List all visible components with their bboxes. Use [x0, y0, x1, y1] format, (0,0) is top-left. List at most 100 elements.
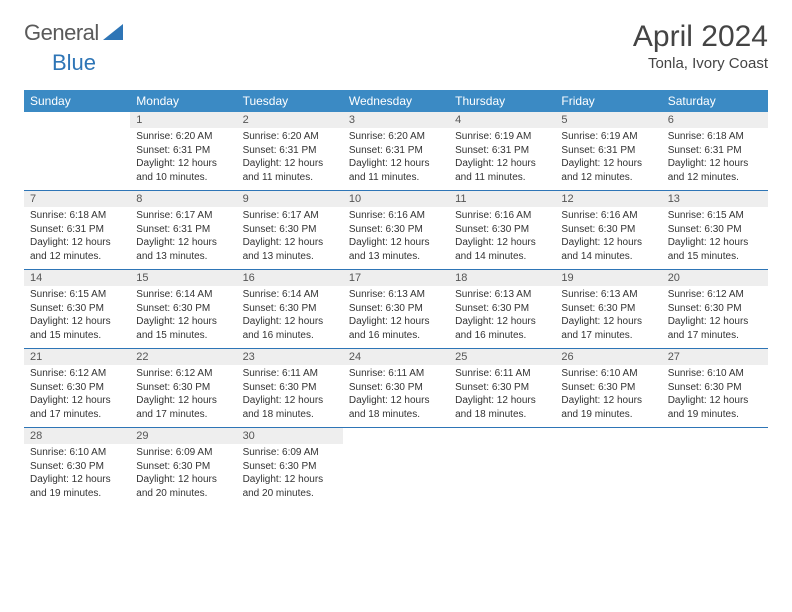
calendar-cell: 25Sunrise: 6:11 AMSunset: 6:30 PMDayligh…	[449, 349, 555, 428]
month-title: April 2024	[633, 20, 768, 53]
day-details: Sunrise: 6:18 AMSunset: 6:31 PMDaylight:…	[24, 207, 130, 267]
day-details: Sunrise: 6:09 AMSunset: 6:30 PMDaylight:…	[130, 444, 236, 504]
calendar-body: .1Sunrise: 6:20 AMSunset: 6:31 PMDayligh…	[24, 112, 768, 506]
logo-text-1: General	[24, 20, 99, 46]
calendar-cell: 3Sunrise: 6:20 AMSunset: 6:31 PMDaylight…	[343, 112, 449, 191]
calendar-cell: 15Sunrise: 6:14 AMSunset: 6:30 PMDayligh…	[130, 270, 236, 349]
day-details: Sunrise: 6:18 AMSunset: 6:31 PMDaylight:…	[662, 128, 768, 188]
calendar-cell: 1Sunrise: 6:20 AMSunset: 6:31 PMDaylight…	[130, 112, 236, 191]
day-number: 13	[662, 191, 768, 207]
day-number: 22	[130, 349, 236, 365]
weekday-header: Thursday	[449, 90, 555, 112]
day-number: 16	[237, 270, 343, 286]
calendar-row: 28Sunrise: 6:10 AMSunset: 6:30 PMDayligh…	[24, 428, 768, 507]
day-number: 9	[237, 191, 343, 207]
calendar-cell: 5Sunrise: 6:19 AMSunset: 6:31 PMDaylight…	[555, 112, 661, 191]
calendar-row: 7Sunrise: 6:18 AMSunset: 6:31 PMDaylight…	[24, 191, 768, 270]
day-details: Sunrise: 6:17 AMSunset: 6:31 PMDaylight:…	[130, 207, 236, 267]
day-details: Sunrise: 6:20 AMSunset: 6:31 PMDaylight:…	[130, 128, 236, 188]
day-number: 27	[662, 349, 768, 365]
day-number: 5	[555, 112, 661, 128]
day-number: 8	[130, 191, 236, 207]
day-number: 20	[662, 270, 768, 286]
day-details: Sunrise: 6:13 AMSunset: 6:30 PMDaylight:…	[555, 286, 661, 346]
weekday-header: Tuesday	[237, 90, 343, 112]
calendar-cell: 30Sunrise: 6:09 AMSunset: 6:30 PMDayligh…	[237, 428, 343, 507]
calendar-cell: 28Sunrise: 6:10 AMSunset: 6:30 PMDayligh…	[24, 428, 130, 507]
day-number: 12	[555, 191, 661, 207]
day-details: Sunrise: 6:13 AMSunset: 6:30 PMDaylight:…	[449, 286, 555, 346]
day-number: 19	[555, 270, 661, 286]
calendar-cell: 13Sunrise: 6:15 AMSunset: 6:30 PMDayligh…	[662, 191, 768, 270]
day-number: 21	[24, 349, 130, 365]
day-number: 4	[449, 112, 555, 128]
calendar-cell: .	[24, 112, 130, 191]
day-details: Sunrise: 6:10 AMSunset: 6:30 PMDaylight:…	[555, 365, 661, 425]
day-details: Sunrise: 6:12 AMSunset: 6:30 PMDaylight:…	[24, 365, 130, 425]
calendar-cell: 24Sunrise: 6:11 AMSunset: 6:30 PMDayligh…	[343, 349, 449, 428]
calendar-row: 14Sunrise: 6:15 AMSunset: 6:30 PMDayligh…	[24, 270, 768, 349]
calendar-cell: 2Sunrise: 6:20 AMSunset: 6:31 PMDaylight…	[237, 112, 343, 191]
day-details: Sunrise: 6:16 AMSunset: 6:30 PMDaylight:…	[449, 207, 555, 267]
day-number: 24	[343, 349, 449, 365]
day-number: 11	[449, 191, 555, 207]
calendar-cell: 10Sunrise: 6:16 AMSunset: 6:30 PMDayligh…	[343, 191, 449, 270]
calendar-table: SundayMondayTuesdayWednesdayThursdayFrid…	[24, 90, 768, 506]
day-number: 10	[343, 191, 449, 207]
day-details: Sunrise: 6:16 AMSunset: 6:30 PMDaylight:…	[555, 207, 661, 267]
calendar-cell: 29Sunrise: 6:09 AMSunset: 6:30 PMDayligh…	[130, 428, 236, 507]
day-number: 23	[237, 349, 343, 365]
calendar-cell: 22Sunrise: 6:12 AMSunset: 6:30 PMDayligh…	[130, 349, 236, 428]
day-number: 6	[662, 112, 768, 128]
day-details: Sunrise: 6:16 AMSunset: 6:30 PMDaylight:…	[343, 207, 449, 267]
day-number: 25	[449, 349, 555, 365]
day-details: Sunrise: 6:11 AMSunset: 6:30 PMDaylight:…	[449, 365, 555, 425]
day-details: Sunrise: 6:11 AMSunset: 6:30 PMDaylight:…	[237, 365, 343, 425]
day-details: Sunrise: 6:19 AMSunset: 6:31 PMDaylight:…	[449, 128, 555, 188]
day-details: Sunrise: 6:12 AMSunset: 6:30 PMDaylight:…	[662, 286, 768, 346]
weekday-header: Friday	[555, 90, 661, 112]
logo-text-2: Blue	[52, 50, 96, 75]
calendar-cell: 14Sunrise: 6:15 AMSunset: 6:30 PMDayligh…	[24, 270, 130, 349]
calendar-cell: 27Sunrise: 6:10 AMSunset: 6:30 PMDayligh…	[662, 349, 768, 428]
calendar-cell: 20Sunrise: 6:12 AMSunset: 6:30 PMDayligh…	[662, 270, 768, 349]
calendar-cell: 19Sunrise: 6:13 AMSunset: 6:30 PMDayligh…	[555, 270, 661, 349]
day-details: Sunrise: 6:10 AMSunset: 6:30 PMDaylight:…	[24, 444, 130, 504]
day-number: 3	[343, 112, 449, 128]
weekday-header: Saturday	[662, 90, 768, 112]
day-number: 26	[555, 349, 661, 365]
logo: General	[24, 20, 125, 46]
calendar-cell: 17Sunrise: 6:13 AMSunset: 6:30 PMDayligh…	[343, 270, 449, 349]
calendar-cell: 16Sunrise: 6:14 AMSunset: 6:30 PMDayligh…	[237, 270, 343, 349]
calendar-cell: 8Sunrise: 6:17 AMSunset: 6:31 PMDaylight…	[130, 191, 236, 270]
day-details: Sunrise: 6:12 AMSunset: 6:30 PMDaylight:…	[130, 365, 236, 425]
day-details: Sunrise: 6:20 AMSunset: 6:31 PMDaylight:…	[343, 128, 449, 188]
day-details: Sunrise: 6:11 AMSunset: 6:30 PMDaylight:…	[343, 365, 449, 425]
day-details: Sunrise: 6:15 AMSunset: 6:30 PMDaylight:…	[662, 207, 768, 267]
calendar-cell: 4Sunrise: 6:19 AMSunset: 6:31 PMDaylight…	[449, 112, 555, 191]
calendar-row: 21Sunrise: 6:12 AMSunset: 6:30 PMDayligh…	[24, 349, 768, 428]
calendar-cell: 21Sunrise: 6:12 AMSunset: 6:30 PMDayligh…	[24, 349, 130, 428]
day-details: Sunrise: 6:14 AMSunset: 6:30 PMDaylight:…	[130, 286, 236, 346]
calendar-head: SundayMondayTuesdayWednesdayThursdayFrid…	[24, 90, 768, 112]
location: Tonla, Ivory Coast	[633, 55, 768, 72]
day-number: 30	[237, 428, 343, 444]
calendar-cell: 6Sunrise: 6:18 AMSunset: 6:31 PMDaylight…	[662, 112, 768, 191]
weekday-header: Wednesday	[343, 90, 449, 112]
calendar-row: .1Sunrise: 6:20 AMSunset: 6:31 PMDayligh…	[24, 112, 768, 191]
calendar-cell: .	[555, 428, 661, 507]
day-details: Sunrise: 6:20 AMSunset: 6:31 PMDaylight:…	[237, 128, 343, 188]
day-number: 14	[24, 270, 130, 286]
calendar-cell: 23Sunrise: 6:11 AMSunset: 6:30 PMDayligh…	[237, 349, 343, 428]
calendar-cell: 9Sunrise: 6:17 AMSunset: 6:30 PMDaylight…	[237, 191, 343, 270]
day-number: 7	[24, 191, 130, 207]
title-block: April 2024 Tonla, Ivory Coast	[633, 20, 768, 72]
day-number: 15	[130, 270, 236, 286]
day-details: Sunrise: 6:19 AMSunset: 6:31 PMDaylight:…	[555, 128, 661, 188]
day-number: 17	[343, 270, 449, 286]
calendar-cell: 18Sunrise: 6:13 AMSunset: 6:30 PMDayligh…	[449, 270, 555, 349]
day-details: Sunrise: 6:14 AMSunset: 6:30 PMDaylight:…	[237, 286, 343, 346]
day-number: 1	[130, 112, 236, 128]
calendar-cell: 11Sunrise: 6:16 AMSunset: 6:30 PMDayligh…	[449, 191, 555, 270]
calendar-cell: .	[662, 428, 768, 507]
